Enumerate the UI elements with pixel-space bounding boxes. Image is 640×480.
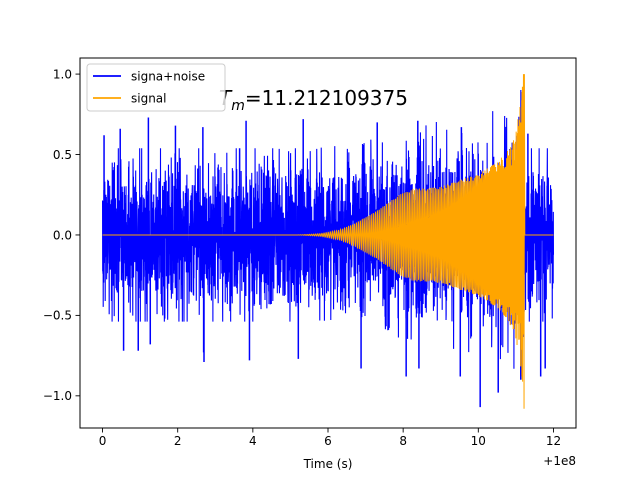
x-tick-label: 10 — [471, 434, 486, 448]
y-tick-label: 0.5 — [53, 148, 72, 162]
x-tick-label: 2 — [174, 434, 182, 448]
annotation-subscript: m — [231, 98, 245, 114]
legend-label-signa-noise: signa+noise — [131, 70, 205, 84]
annotation-value: =11.212109375 — [245, 86, 408, 110]
x-tick-label: 12 — [546, 434, 561, 448]
legend-label-signal: signal — [131, 92, 167, 106]
x-axis-offset-label: +1e8 — [543, 454, 576, 468]
legend: signa+noise signal — [86, 63, 226, 112]
x-tick-label: 8 — [399, 434, 407, 448]
y-tick-label: −1.0 — [43, 389, 72, 403]
x-axis-label: Time (s) — [303, 457, 353, 471]
y-axis-ticks: −1.0 −0.5 0.0 0.5 1.0 — [43, 67, 80, 403]
annotation-merger-time: Tm=11.212109375 — [219, 86, 408, 114]
y-tick-label: −0.5 — [43, 309, 72, 323]
y-tick-label: 1.0 — [53, 67, 72, 81]
x-tick-label: 6 — [324, 434, 332, 448]
x-tick-label: 4 — [249, 434, 257, 448]
series-signal-line — [102, 74, 554, 409]
legend-box — [86, 63, 226, 112]
y-tick-label: 0.0 — [53, 228, 72, 242]
x-tick-label: 0 — [99, 434, 107, 448]
series-layer — [102, 74, 554, 409]
x-axis-ticks: 0 2 4 6 8 10 12 — [99, 428, 561, 448]
